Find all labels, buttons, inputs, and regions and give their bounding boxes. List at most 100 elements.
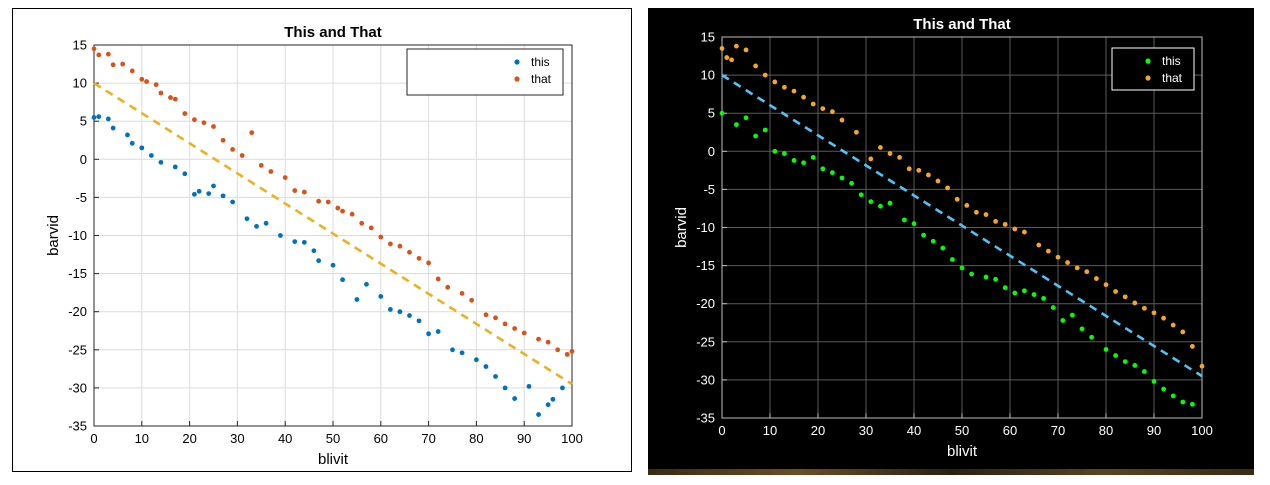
point-that (545, 339, 551, 345)
point-this (1031, 292, 1037, 297)
legend-marker-that (1145, 75, 1151, 81)
point-that (201, 120, 207, 126)
y-tick-label: -15 (696, 258, 715, 273)
point-this (263, 220, 269, 226)
point-this (1070, 312, 1075, 318)
point-this (1089, 334, 1094, 340)
x-tick-label: 30 (230, 431, 244, 446)
x-tick-label: 40 (907, 423, 921, 438)
point-this (1190, 401, 1195, 407)
trend-line (93, 81, 573, 386)
point-that (292, 188, 298, 193)
point-this (940, 245, 946, 251)
point-that (359, 220, 365, 226)
legend-label-this: this (1162, 54, 1181, 68)
point-this (474, 357, 479, 363)
x-tick-label: 0 (90, 431, 97, 446)
point-this (254, 223, 259, 229)
y-tick-label: -5 (75, 190, 87, 205)
x-tick-label: 90 (1147, 423, 1161, 438)
point-this (911, 221, 917, 227)
point-that (1161, 315, 1166, 321)
point-that (724, 55, 730, 60)
x-tick-label: 70 (421, 431, 435, 446)
x-tick-label: 60 (1003, 423, 1017, 438)
point-that (1074, 265, 1080, 271)
point-that (459, 291, 465, 296)
point-that (536, 336, 541, 342)
y-tick-label: -25 (696, 334, 715, 349)
point-that (512, 326, 518, 331)
point-that (1151, 310, 1157, 316)
point-this (230, 199, 236, 205)
y-tick-label: -10 (68, 228, 87, 243)
point-that (378, 234, 384, 240)
point-that (1190, 343, 1195, 349)
dark-chart-panel: 0 10 20 30 40 50 60 70 80 90 100 15 10 5 0 -5 -10 -15 -20-… (648, 0, 1270, 485)
point-that (772, 79, 778, 85)
point-this (387, 307, 393, 312)
point-this (301, 239, 307, 245)
point-that (268, 169, 274, 174)
point-this (1161, 386, 1166, 392)
point-this (902, 217, 907, 223)
point-that (483, 312, 489, 318)
point-that (830, 109, 835, 115)
chart-title: This and That (913, 16, 1011, 33)
point-this (560, 385, 565, 391)
y-tick-label: -35 (68, 419, 87, 434)
point-this (959, 265, 965, 271)
point-that (105, 51, 111, 57)
x-tick-label: 20 (182, 431, 196, 446)
point-that (564, 351, 570, 357)
point-that (387, 241, 393, 247)
point-this (426, 331, 431, 337)
point-that (753, 63, 758, 69)
point-this (1142, 369, 1147, 374)
x-tick-label: 80 (1099, 423, 1113, 438)
point-that (301, 189, 307, 195)
point-that (897, 154, 902, 160)
point-that (368, 225, 374, 231)
point-this (1022, 288, 1027, 294)
light-chart-frame: 0 10 20 30 40 50 60 70 80 90 100 15 10 5 0 -5 -10 -15 -20-… (12, 8, 632, 472)
point-this (340, 277, 345, 283)
point-this (550, 396, 556, 402)
point-this (772, 148, 778, 154)
point-that (868, 156, 874, 162)
point-this (129, 140, 135, 146)
y-tick-label: -20 (68, 304, 87, 319)
y-axis-label: barvid (673, 207, 690, 248)
point-that (168, 95, 173, 100)
x-tick-label: 100 (1191, 423, 1213, 438)
point-that (230, 146, 236, 152)
point-this (878, 203, 883, 209)
point-this (1050, 305, 1056, 310)
y-tick-label: -35 (696, 411, 715, 426)
legend-box (406, 48, 564, 96)
point-this (244, 216, 250, 222)
point-that (220, 137, 226, 143)
point-this (969, 271, 974, 277)
point-that (954, 196, 960, 202)
point-that (1065, 260, 1070, 265)
y-tick-label: -30 (696, 372, 715, 387)
point-that (1113, 289, 1118, 294)
x-tick-label: 90 (517, 431, 531, 446)
point-this (378, 294, 384, 299)
y-tick-label: -20 (696, 296, 715, 311)
x-tick-label: 0 (718, 423, 725, 438)
point-this (753, 133, 758, 139)
point-that (96, 52, 102, 58)
point-this (921, 232, 926, 238)
y-tick-label: -25 (68, 342, 87, 357)
point-that (469, 297, 475, 303)
point-this (96, 114, 102, 120)
point-this (868, 199, 874, 204)
point-that (1170, 322, 1176, 328)
y-tick-label: 10 (73, 76, 87, 91)
point-this (1180, 399, 1186, 405)
desktop-strip (648, 469, 1254, 475)
point-that (791, 88, 797, 94)
point-this (211, 183, 216, 189)
